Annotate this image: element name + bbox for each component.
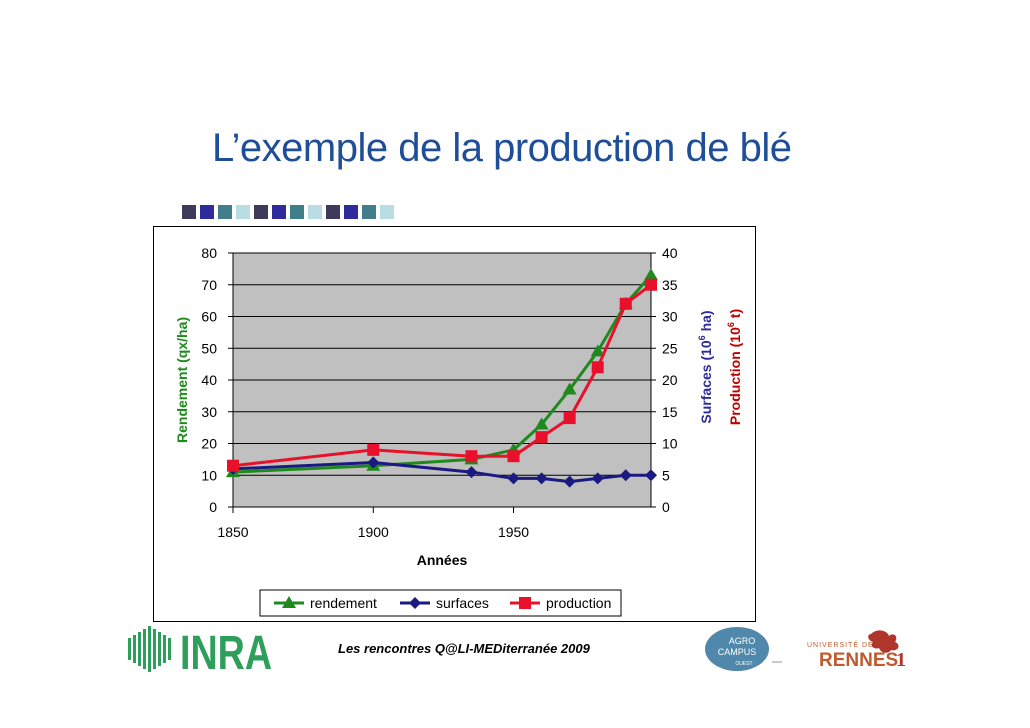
agro-campus-badge: [705, 627, 769, 671]
deco-square: [362, 205, 376, 219]
y-right-tick-label: 20: [662, 372, 678, 388]
agro-logo-line3: OUEST: [735, 661, 752, 667]
deco-square: [344, 205, 358, 219]
dragon-emblem-icon: [868, 630, 899, 653]
y-left-tick-label: 40: [201, 372, 217, 388]
rennes-logo-line1: UNIVERSITÉ DE: [807, 640, 874, 649]
legend: rendement surfaces production: [259, 589, 622, 617]
inra-stripe: [148, 626, 151, 672]
legend-box: [259, 589, 622, 617]
x-tick-label: 1850: [217, 524, 248, 540]
y-right-tick-label: 25: [662, 340, 678, 356]
y-right-tick-label: 0: [662, 499, 670, 515]
data-point-surfaces: [507, 472, 520, 485]
y-left-tick-label: 30: [201, 404, 217, 420]
data-point-surfaces: [367, 456, 380, 469]
deco-square: [200, 205, 214, 219]
y-right-tick-label: 35: [662, 277, 678, 293]
x-tick-label: 1950: [498, 524, 529, 540]
chart-frame: 0 10 20 30 40 50 60 70 80 0 5 10 15 20 25 30 35 40 1850 190…: [153, 226, 756, 622]
deco-square: [308, 205, 322, 219]
inra-stripe: [163, 635, 166, 663]
y-left-tick-label: 60: [201, 309, 217, 325]
data-point-production: [563, 412, 576, 425]
y-left-tick-label: 20: [201, 436, 217, 452]
y-right-tick-label: 15: [662, 404, 678, 420]
inra-stripe: [153, 629, 156, 669]
legend-marker-rendement: [282, 596, 296, 608]
deco-square: [290, 205, 304, 219]
inra-stripe: [143, 629, 146, 669]
legend-item-production: production: [510, 595, 611, 611]
deco-square: [182, 205, 196, 219]
data-point-surfaces: [563, 475, 576, 488]
rennes-logo-line2: RENNES: [819, 650, 898, 671]
series-surfaces: [227, 456, 657, 488]
x-tick-label: 1900: [358, 524, 389, 540]
series-production: [227, 278, 657, 472]
y-axis-right-production-title: Production (106 t): [726, 309, 743, 425]
agro-logo-line1: AGRO: [729, 636, 756, 646]
y-axis-right-surfaces-title: Surfaces (106 ha): [697, 310, 714, 423]
data-point-production: [227, 459, 239, 472]
legend-label: production: [546, 595, 611, 611]
y-left-tick-label: 10: [201, 467, 217, 483]
y-left-tick-label: 50: [201, 340, 217, 356]
inra-stripe: [138, 632, 141, 666]
legend-label: rendement: [310, 595, 377, 611]
y-right-tick-label: 5: [662, 467, 670, 483]
data-point-production: [645, 278, 657, 291]
data-point-production: [535, 431, 548, 444]
data-point-surfaces: [591, 472, 604, 485]
y-right-tick-label: 40: [662, 245, 678, 261]
data-point-rendement: [562, 382, 577, 395]
data-point-rendement: [534, 417, 549, 430]
legend-marker-production: [519, 597, 531, 609]
legend-label: surfaces: [436, 595, 489, 611]
data-point-rendement: [590, 344, 605, 357]
data-point-production: [465, 450, 478, 463]
y-axis-left-title: Rendement (qx/ha): [174, 317, 190, 443]
legend-marker-surfaces: [409, 597, 421, 609]
y-left-tick-label: 80: [201, 245, 217, 261]
data-point-surfaces: [645, 469, 657, 482]
deco-square: [326, 205, 340, 219]
agro-campus-logo: AGRO CAMPUS OUEST: [705, 627, 782, 671]
inra-logo: INRA: [128, 626, 272, 674]
decorative-squares: [182, 205, 394, 219]
y-left-tick-label: 70: [201, 277, 217, 293]
rennes-logo-number: 1: [896, 649, 906, 671]
data-point-production: [591, 361, 604, 374]
y-right-tick-label: 30: [662, 309, 678, 325]
deco-square: [254, 205, 268, 219]
slide-title: L’exemple de la production de blé: [212, 126, 792, 170]
legend-item-surfaces: surfaces: [400, 595, 489, 611]
deco-square: [272, 205, 286, 219]
inra-logo-text: INRA: [180, 627, 272, 674]
data-point-surfaces: [619, 469, 632, 482]
footer-text: Les rencontres Q@LI-MEDiterranée 2009: [338, 641, 590, 656]
chart: 0 10 20 30 40 50 60 70 80 0 5 10 15 20 25 30 35 40 1850 190…: [174, 245, 743, 617]
inra-stripe: [128, 638, 131, 660]
legend-item-rendement: rendement: [274, 595, 377, 611]
inra-stripe: [158, 632, 161, 666]
data-point-production: [507, 450, 520, 463]
y-left-tick-label: 0: [209, 499, 217, 515]
data-point-production: [619, 297, 632, 310]
deco-square: [218, 205, 232, 219]
rennes-university-logo: UNIVERSITÉ DE RENNES 1: [807, 630, 906, 671]
y-right-tick-label: 10: [662, 436, 678, 452]
data-point-surfaces: [535, 472, 548, 485]
inra-stripe: [168, 638, 171, 660]
inra-stripe: [133, 635, 136, 663]
agro-logo-line2: CAMPUS: [718, 647, 757, 657]
data-point-surfaces: [465, 466, 478, 479]
data-point-production: [367, 443, 380, 456]
x-axis-title: Années: [417, 552, 468, 568]
deco-square: [380, 205, 394, 219]
data-point-rendement: [644, 268, 658, 281]
deco-square: [236, 205, 250, 219]
